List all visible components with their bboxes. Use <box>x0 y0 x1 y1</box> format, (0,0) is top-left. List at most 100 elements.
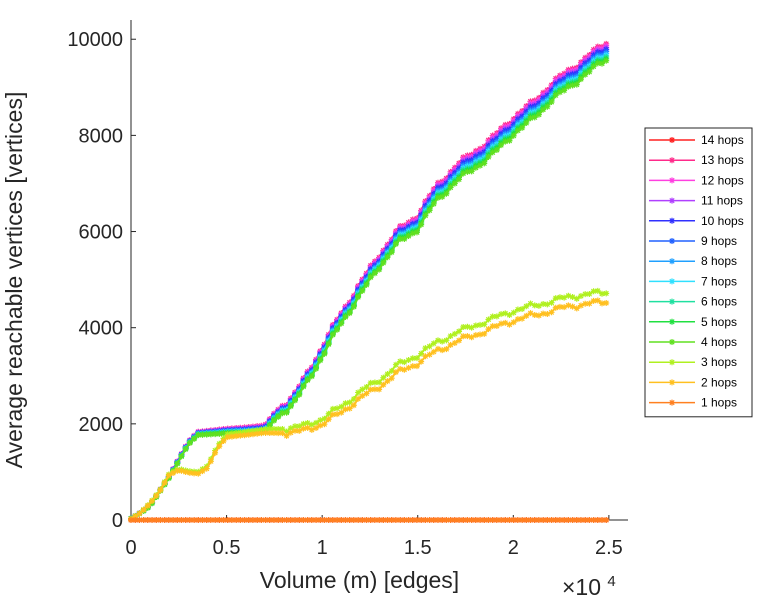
series-marker <box>577 302 584 309</box>
series-line <box>130 59 607 520</box>
series-marker <box>245 431 252 438</box>
series-marker <box>296 423 303 430</box>
series-marker <box>182 446 189 453</box>
series-marker <box>254 517 261 523</box>
y-tick-label: 8000 <box>79 125 124 147</box>
series-marker <box>531 114 538 121</box>
series-marker <box>220 430 227 437</box>
series-marker <box>321 350 328 357</box>
series-marker <box>397 358 404 365</box>
series-line <box>130 289 607 520</box>
series-marker <box>380 374 387 381</box>
series-marker <box>233 517 240 523</box>
series-marker <box>544 517 551 523</box>
series-marker <box>153 492 160 499</box>
series-marker <box>527 115 534 122</box>
series-marker <box>401 517 408 523</box>
series-marker <box>380 381 387 388</box>
series-marker <box>304 424 311 431</box>
series-marker <box>456 517 463 523</box>
legend-label: 12 hops <box>701 173 744 187</box>
series-marker <box>468 517 475 523</box>
series-marker <box>355 517 362 523</box>
series-marker <box>548 299 555 306</box>
series-marker <box>519 517 526 523</box>
series-marker <box>443 190 450 197</box>
series-marker <box>275 517 282 523</box>
series-marker <box>544 301 551 308</box>
series-marker <box>355 294 362 301</box>
legend-item: 14 hops <box>649 133 744 147</box>
series-marker <box>283 409 290 416</box>
series-marker <box>535 312 542 319</box>
series-marker <box>485 316 492 323</box>
series-line <box>130 57 607 520</box>
series-marker <box>502 517 509 523</box>
series-marker <box>207 431 214 438</box>
series-marker <box>531 302 538 309</box>
series-marker <box>523 517 530 523</box>
series-marker <box>144 517 151 523</box>
series-marker <box>342 406 349 413</box>
series-marker <box>443 517 450 523</box>
series-marker <box>540 310 547 317</box>
series-marker <box>338 517 345 523</box>
series-marker <box>464 168 471 175</box>
series-marker <box>510 309 517 316</box>
y-tick-label: 4000 <box>79 318 124 340</box>
series-marker <box>569 294 576 301</box>
legend-marker <box>669 318 675 325</box>
series-marker <box>300 383 307 390</box>
series-marker <box>489 149 496 156</box>
series-marker <box>224 434 231 441</box>
series-marker <box>498 311 505 318</box>
series-marker <box>493 146 500 153</box>
series-marker <box>220 517 227 523</box>
series-marker <box>136 517 143 523</box>
series-marker <box>216 443 223 450</box>
series-marker <box>594 60 601 67</box>
series-marker <box>569 303 576 310</box>
series-marker <box>405 357 412 364</box>
series-marker <box>556 294 563 301</box>
series-marker <box>451 330 458 337</box>
series-marker <box>287 429 294 436</box>
legend-item: 9 hops <box>649 234 737 248</box>
series-marker <box>266 517 273 523</box>
legend-label: 7 hops <box>701 274 737 288</box>
series-8-hops <box>128 50 610 522</box>
series-marker <box>477 321 484 328</box>
series-marker <box>350 402 357 409</box>
series-marker <box>603 57 610 64</box>
series-marker <box>300 517 307 523</box>
series-5-hops <box>128 55 610 522</box>
series-marker <box>565 292 572 299</box>
series-marker <box>371 270 378 277</box>
series-marker <box>418 517 425 523</box>
series-marker <box>552 295 559 302</box>
series-line <box>130 52 607 520</box>
series-marker <box>498 517 505 523</box>
series-marker <box>270 517 277 523</box>
series-marker <box>468 334 475 341</box>
series-marker <box>346 310 353 317</box>
legend-item: 1 hops <box>649 396 737 410</box>
series-marker <box>443 346 450 353</box>
series-marker <box>464 517 471 523</box>
series-marker <box>451 180 458 187</box>
series-marker <box>199 431 206 438</box>
legend-marker <box>669 238 675 244</box>
series-marker <box>321 415 328 422</box>
series-marker <box>405 364 412 371</box>
series-marker <box>165 517 172 523</box>
legend-item: 13 hops <box>649 153 744 167</box>
series-marker <box>153 517 160 523</box>
series-marker <box>447 517 454 523</box>
series-marker <box>279 517 286 523</box>
series-marker <box>350 396 357 403</box>
series-marker <box>191 435 198 442</box>
legend-marker <box>669 379 675 386</box>
series-marker <box>300 425 307 432</box>
legend-items: 14 hops 13 hops 12 hops 11 hops 10 hops 9 hop… <box>649 133 744 410</box>
series-marker <box>422 212 429 219</box>
